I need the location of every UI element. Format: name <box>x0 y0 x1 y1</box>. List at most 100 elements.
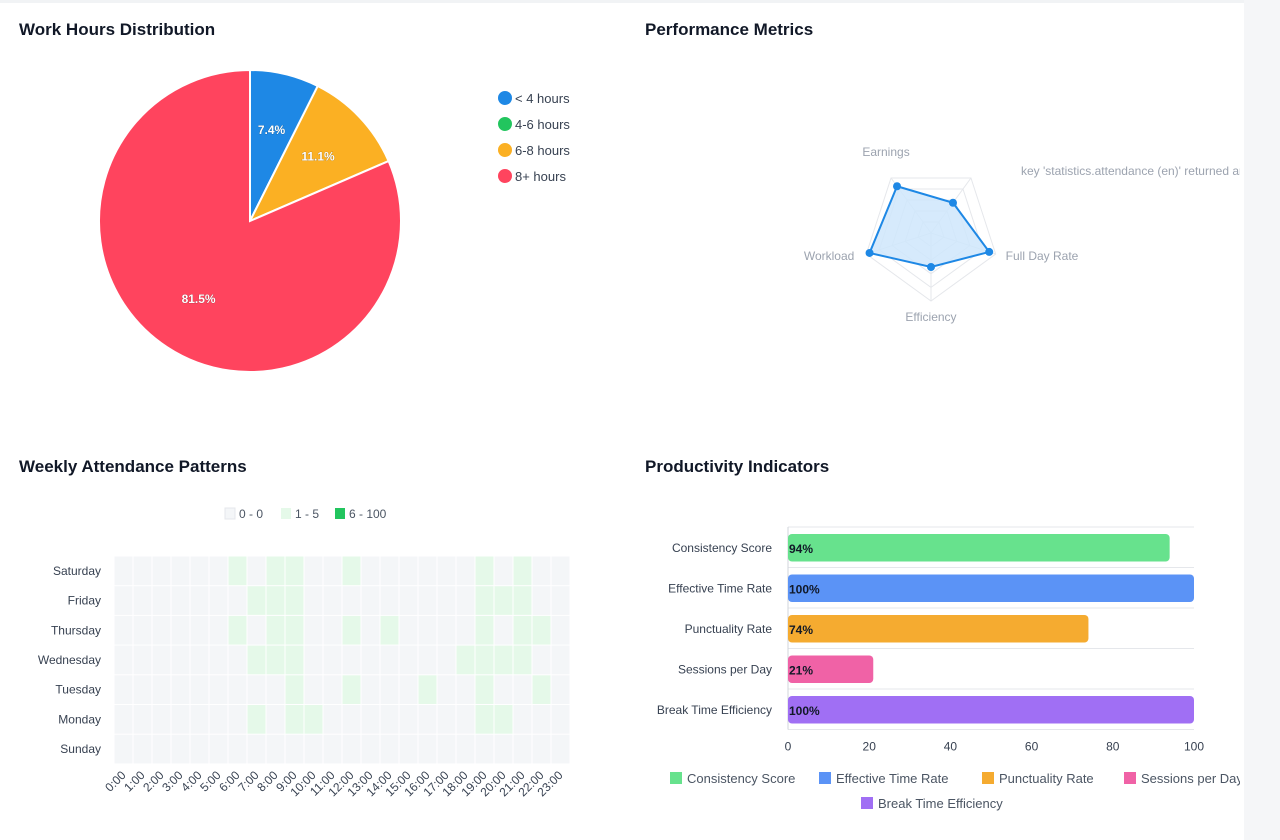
heatmap-cell <box>152 675 171 704</box>
heatmap-cell <box>380 705 399 734</box>
heatmap-cell <box>418 645 437 675</box>
heatmap-cell <box>380 556 399 586</box>
heatmap-y-label: Wednesday <box>38 653 101 667</box>
heatmap-legend-swatch <box>224 507 236 520</box>
heatmap-y-label: Thursday <box>51 623 101 637</box>
heatmap-cell <box>475 705 494 734</box>
heatmap-cell <box>513 734 532 764</box>
heatmap-cell <box>494 556 513 586</box>
bar-category-label: Break Time Efficiency <box>657 703 772 717</box>
heatmap-cell <box>171 586 190 615</box>
bar-legend-label: Break Time Efficiency <box>878 796 1003 811</box>
heatmap-cell <box>456 645 475 675</box>
heatmap-cell <box>475 586 494 615</box>
heatmap-cell <box>342 586 361 615</box>
bar-value-label: 100% <box>789 582 820 596</box>
heatmap-cell <box>399 586 418 615</box>
heatmap-cell <box>247 615 266 645</box>
heatmap-cell <box>323 675 342 704</box>
heatmap-cell <box>380 615 399 645</box>
radar-axis-label: Efficiency <box>905 310 956 324</box>
heatmap-cell <box>190 645 209 675</box>
heatmap-cell <box>361 675 380 704</box>
heatmap-cell <box>323 645 342 675</box>
heatmap-cell <box>228 586 247 615</box>
productivity-bar-chart: 94% Consistency Score 100% Effective Time R… <box>657 526 1240 811</box>
heatmap-cell <box>418 675 437 704</box>
page-right-rail <box>1244 0 1280 840</box>
radar-area <box>868 185 991 269</box>
heatmap-cell <box>418 556 437 586</box>
heatmap-cell <box>437 645 456 675</box>
heatmap-cell <box>418 586 437 615</box>
heatmap-cell <box>494 705 513 734</box>
legend-label: 6-8 hours <box>515 143 570 158</box>
heatmap-cell <box>494 675 513 704</box>
bar-legend-label: Sessions per Day <box>1141 771 1240 786</box>
heatmap-cell <box>323 705 342 734</box>
heatmap-cell <box>494 615 513 645</box>
heatmap-cell <box>190 615 209 645</box>
heatmap-cell <box>342 556 361 586</box>
heatmap-cell <box>152 734 171 764</box>
work-hours-title: Work Hours Distribution <box>19 20 216 39</box>
bar-category-label: Punctuality Rate <box>685 622 773 636</box>
heatmap-cell <box>494 645 513 675</box>
heatmap-cell <box>380 734 399 764</box>
heatmap-cell <box>437 615 456 645</box>
heatmap-y-label: Tuesday <box>55 683 101 697</box>
heatmap-cell <box>133 675 152 704</box>
heatmap-cell <box>152 645 171 675</box>
heatmap-cell <box>513 675 532 704</box>
bar-x-tick: 80 <box>1106 740 1120 754</box>
heatmap-cell <box>399 556 418 586</box>
heatmap-cell <box>247 705 266 734</box>
heatmap-cell <box>133 556 152 586</box>
heatmap-cell <box>551 675 570 704</box>
heatmap-cell <box>532 556 551 586</box>
heatmap-cell <box>266 705 285 734</box>
heatmap-cell <box>551 734 570 764</box>
heatmap-cell <box>304 615 323 645</box>
heatmap-cell <box>266 615 285 645</box>
heatmap-cell <box>304 705 323 734</box>
heatmap-cell <box>532 734 551 764</box>
heatmap-cell <box>342 734 361 764</box>
pie-slice <box>98 68 402 373</box>
heatmap-cell <box>266 556 285 586</box>
bar-x-tick: 60 <box>1025 740 1039 754</box>
heatmap-cell <box>152 705 171 734</box>
radar-axis-label: Earnings <box>862 145 909 159</box>
bar <box>788 615 1089 643</box>
heatmap-cell <box>171 556 190 586</box>
heatmap-cell <box>133 705 152 734</box>
heatmap-cell <box>133 615 152 645</box>
legend-marker <box>498 169 512 183</box>
heatmap-cell <box>475 615 494 645</box>
heatmap-cell <box>418 734 437 764</box>
heatmap-cell <box>323 586 342 615</box>
bar-x-tick: 40 <box>944 740 958 754</box>
bar <box>788 655 874 683</box>
heatmap-cell <box>380 675 399 704</box>
heatmap-cell <box>114 615 133 645</box>
heatmap-cell <box>342 615 361 645</box>
bar-x-tick: 20 <box>863 740 877 754</box>
heatmap-cell <box>475 556 494 586</box>
heatmap-cell <box>209 734 228 764</box>
bar-legend-swatch <box>982 772 994 784</box>
heatmap-cell <box>285 705 304 734</box>
heatmap-cell <box>228 645 247 675</box>
bar-legend-label: Effective Time Rate <box>836 771 948 786</box>
radar-point <box>865 248 874 257</box>
heatmap-cell <box>494 586 513 615</box>
bar <box>788 534 1170 562</box>
heatmap-cell <box>152 586 171 615</box>
heatmap-cell <box>304 675 323 704</box>
heatmap-cell <box>266 734 285 764</box>
radar-point <box>893 182 902 191</box>
heatmap-cell <box>494 734 513 764</box>
heatmap-y-label: Friday <box>68 594 101 608</box>
radar-point <box>985 247 994 256</box>
heatmap-cell <box>171 734 190 764</box>
